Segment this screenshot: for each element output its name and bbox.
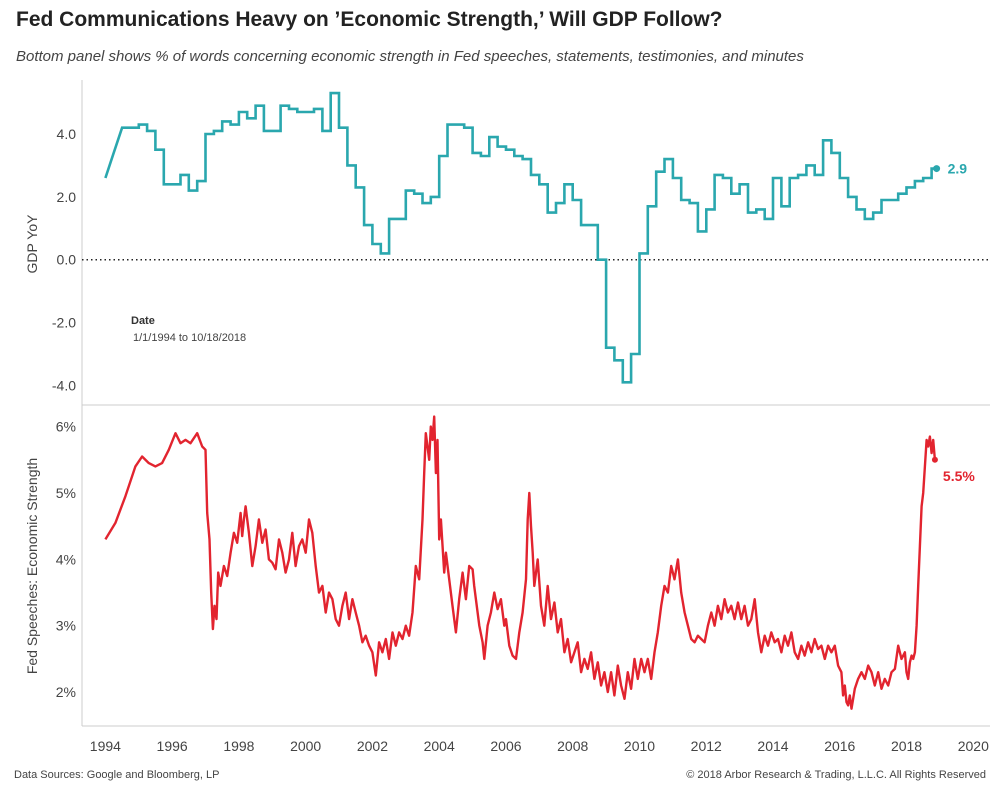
x-tick-label: 2012: [691, 738, 722, 754]
x-tick-label: 2006: [490, 738, 521, 754]
fed-y-tick-label: 4%: [56, 551, 76, 567]
data-source-note: Data Sources: Google and Bloomberg, LP: [14, 769, 220, 781]
fed-end-label: 5.5%: [943, 468, 975, 484]
date-filter-label: Date: [131, 315, 155, 327]
fed-y-tick-label: 6%: [56, 419, 76, 435]
fed-y-tick-label: 5%: [56, 485, 76, 501]
gdp-y-tick-label: -4.0: [52, 377, 76, 393]
fed-y-tick-label: 2%: [56, 684, 76, 700]
gdp-y-tick-label: 4.0: [57, 126, 77, 142]
gdp-end-label: 2.9: [948, 161, 968, 177]
gdp-y-axis-title: GDP YoY: [24, 214, 40, 274]
fed-last-point: [931, 456, 938, 463]
x-tick-label: 2002: [357, 738, 388, 754]
gdp-y-tick-label: 2.0: [57, 189, 77, 205]
chart-subtitle: Bottom panel shows % of words concerning…: [16, 48, 804, 65]
x-tick-label: 2016: [824, 738, 855, 754]
gdp-yoy-line: [104, 91, 937, 384]
x-tick-label: 2004: [424, 738, 455, 754]
x-tick-label: 2000: [290, 738, 321, 754]
fed-y-axis-title: Fed Speeches: Economic Strength: [24, 458, 40, 674]
x-tick-label: 2020: [958, 738, 989, 754]
x-tick-label: 2018: [891, 738, 922, 754]
date-filter-range: 1/1/1994 to 10/18/2018: [133, 332, 246, 344]
x-tick-label: 1996: [157, 738, 188, 754]
gdp-y-tick-label: -2.0: [52, 315, 76, 331]
gdp-y-tick-label: 0.0: [57, 252, 77, 268]
gdp-last-point: [933, 165, 941, 173]
fed-y-tick-label: 3%: [56, 618, 76, 634]
copyright-note: © 2018 Arbor Research & Trading, L.L.C. …: [686, 769, 986, 781]
x-tick-label: 2014: [757, 738, 788, 754]
fed-strength-line: [104, 415, 937, 710]
x-tick-label: 2008: [557, 738, 588, 754]
x-tick-label: 1994: [90, 738, 121, 754]
x-tick-label: 2010: [624, 738, 655, 754]
x-tick-label: 1998: [223, 738, 254, 754]
chart-title: Fed Communications Heavy on ’Economic St…: [16, 8, 723, 31]
